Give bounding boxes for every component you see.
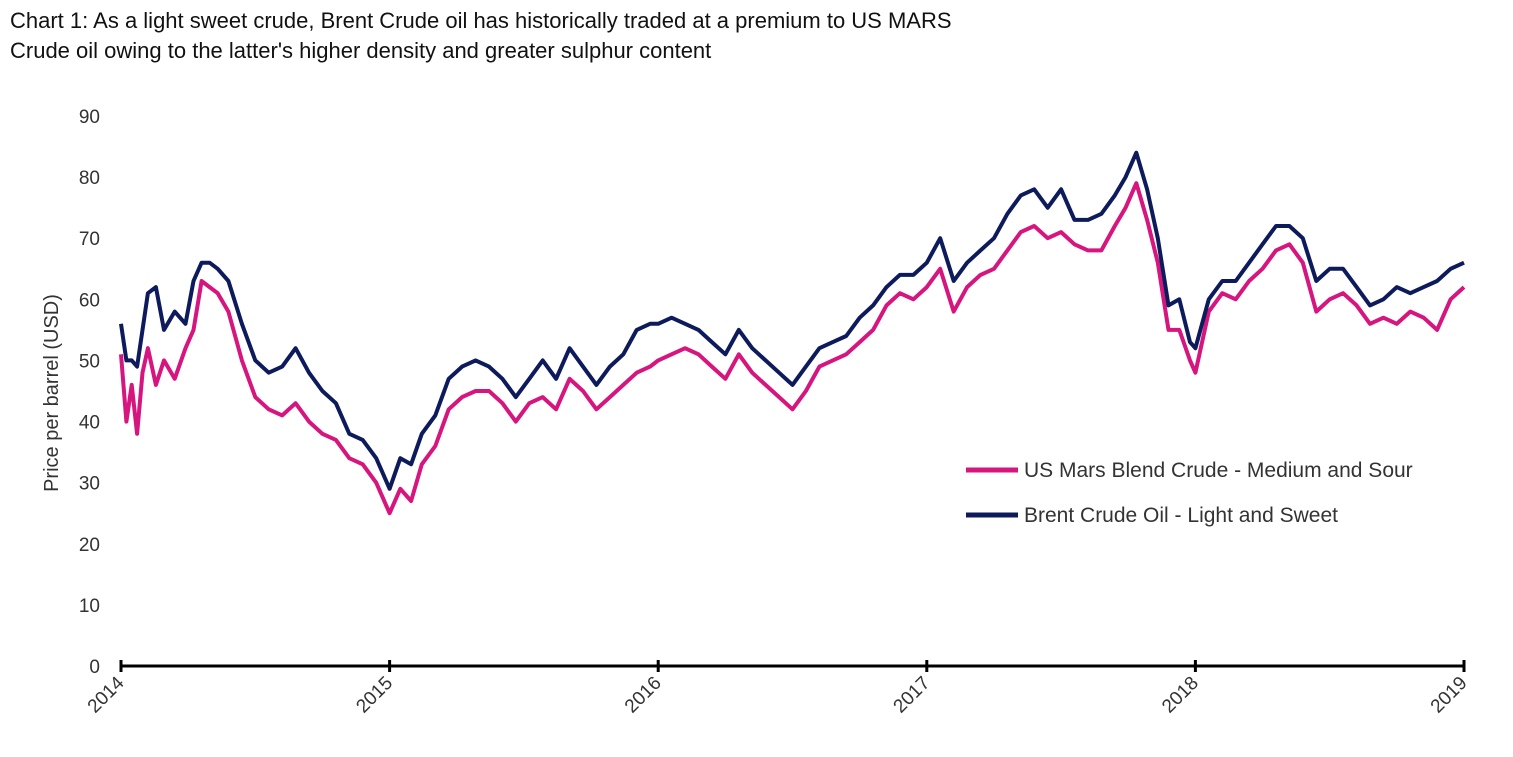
- x-tick-label: 2019: [1427, 673, 1472, 718]
- y-axis-label: Price per barrel (USD): [41, 294, 63, 492]
- x-tick-label: 2018: [1158, 673, 1203, 718]
- y-tick-label: 10: [79, 596, 100, 617]
- series-line-2: [119, 150, 1465, 491]
- legend-label: Brent Crude Oil - Light and Sweet: [1024, 504, 1338, 527]
- y-tick-label: 80: [79, 168, 100, 189]
- x-tick-label: 2014: [84, 672, 129, 717]
- series-line-1: [119, 181, 1466, 516]
- y-tick-label: 40: [79, 413, 100, 434]
- y-axis-ticks: 0 10 20 30 40 50 60 70 80 90: [79, 107, 100, 678]
- y-tick-label: 30: [79, 474, 100, 495]
- chart-title-line-2: Crude oil owing to the latter's higher d…: [10, 38, 712, 63]
- y-tick-label: 90: [79, 107, 100, 128]
- series-lines: [119, 150, 1466, 516]
- x-tick-label: 2015: [352, 673, 397, 718]
- x-tick-label: 2016: [621, 673, 666, 718]
- legend: US Mars Blend Crude - Medium and Sour Bre…: [966, 459, 1413, 527]
- legend-label: US Mars Blend Crude - Medium and Sour: [1024, 459, 1413, 482]
- chart-title-line-1: Chart 1: As a light sweet crude, Brent C…: [10, 8, 952, 33]
- y-tick-label: 50: [79, 351, 100, 372]
- x-tick-label: 2017: [890, 673, 935, 718]
- y-tick-label: 70: [79, 229, 100, 250]
- y-tick-label: 20: [79, 535, 100, 556]
- chart-title: Chart 1: As a light sweet crude, Brent C…: [10, 6, 952, 66]
- y-tick-label: 0: [89, 657, 100, 678]
- x-axis-ticks: 2014 2015 2016 2017 2018 2019: [84, 660, 1472, 717]
- y-tick-label: 60: [79, 290, 100, 311]
